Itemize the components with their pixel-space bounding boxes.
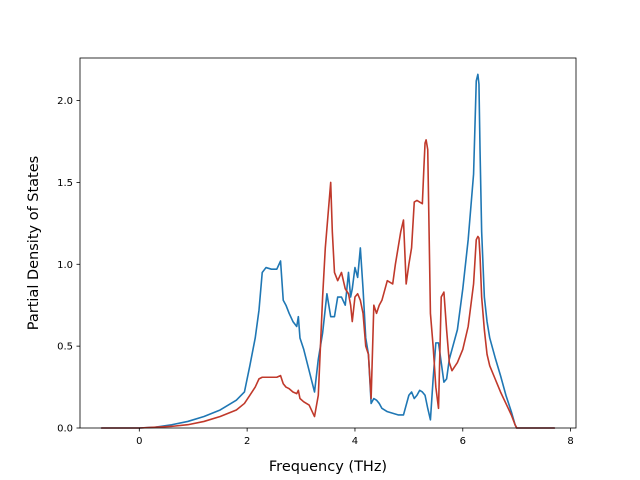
x-axis-label: Frequency (THz) [269,459,387,475]
y-tick-label: 1.5 [57,178,73,189]
series-line-2 [100,139,556,429]
series-line-1 [100,73,556,429]
y-tick-label: 2.0 [57,96,73,107]
plot-frame [79,57,577,429]
y-tick-label: 0.0 [57,424,73,435]
series-layer [100,73,556,429]
x-tick-label: 0 [136,436,142,447]
y-tick-label: 0.5 [57,342,73,353]
x-tick-label: 8 [567,436,573,447]
x-tick-label: 6 [460,436,466,447]
x-tick-label: 2 [244,436,250,447]
y-axis-ticks: 0.0 0.5 1.0 1.5 2.0 [57,96,80,435]
x-tick-label: 4 [352,436,358,447]
x-axis-ticks: 0 2 4 6 8 [136,428,574,447]
y-tick-label: 1.0 [57,260,73,271]
y-axis-label: Partial Density of States [26,156,42,330]
